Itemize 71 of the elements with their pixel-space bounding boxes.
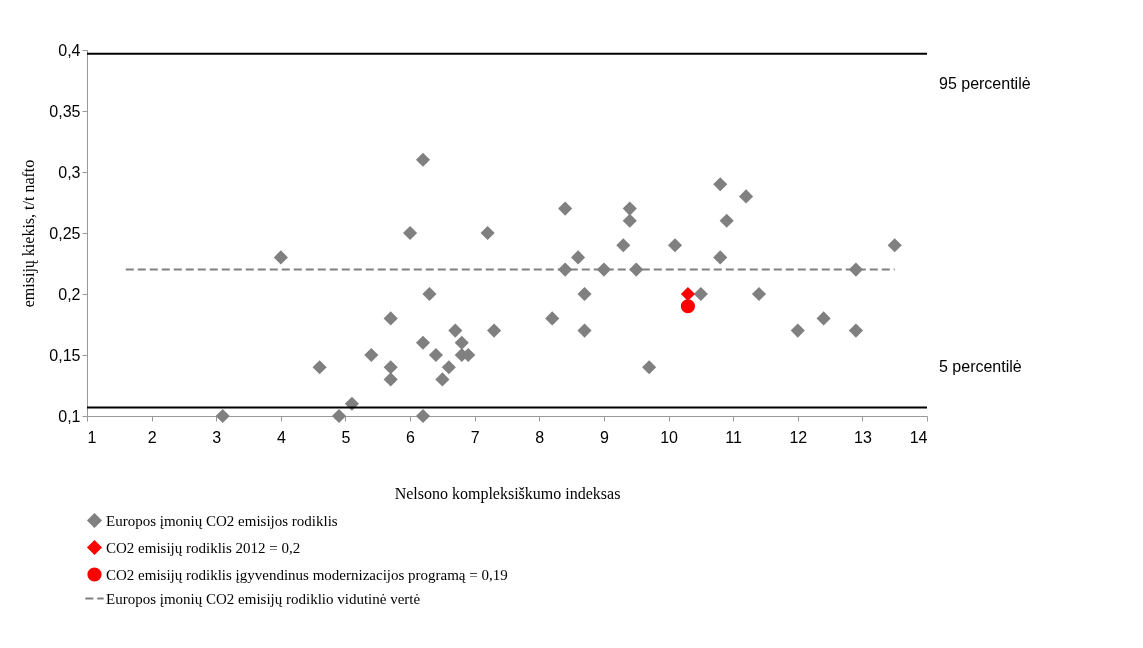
y-tick-label: 0,4 — [58, 41, 81, 59]
x-tick-label: 1 — [87, 428, 97, 446]
point — [383, 360, 398, 375]
point — [571, 250, 586, 265]
y-tick-label: 0,2 — [58, 285, 81, 303]
legend-label: Europos įmonių CO2 emisijos rodiklis — [106, 512, 338, 529]
point — [422, 286, 437, 302]
point — [487, 323, 502, 338]
y-axis-title: emisijų kiekis, t/t nafto — [20, 159, 39, 308]
point — [454, 335, 469, 350]
ref-line-label: 95 percentilė — [939, 74, 1031, 92]
point — [887, 238, 902, 253]
point — [642, 360, 657, 375]
point — [364, 347, 379, 363]
y-tick-label: 0,35 — [49, 102, 81, 120]
point — [415, 152, 431, 167]
x-tick-label: 11 — [725, 428, 743, 446]
point — [616, 238, 631, 253]
legend-label: CO2 emisijų rodiklis 2012 = 0,2 — [106, 539, 301, 556]
point — [403, 225, 418, 241]
x-tick-label: 9 — [599, 428, 609, 446]
point — [713, 177, 728, 192]
point — [448, 323, 463, 338]
point — [383, 311, 398, 326]
point — [273, 250, 288, 265]
legend-label: CO2 emisijų rodiklis įgyvendinus modernizacijos programą = 0,19 — [106, 566, 508, 583]
x-tick-label: 13 — [853, 428, 872, 446]
point — [719, 213, 734, 228]
x-axis-title: Nelsono kompleksiškumo indeksas — [394, 484, 621, 503]
point — [480, 225, 495, 241]
point — [667, 238, 683, 253]
x-tick-label: 10 — [660, 428, 679, 446]
x-tick-label: 3 — [212, 428, 222, 446]
x-tick-label: 8 — [535, 428, 545, 446]
y-tick-label: 0,1 — [58, 407, 81, 425]
x-tick-label: 6 — [406, 428, 416, 446]
point — [435, 372, 450, 387]
x-tick-label: 4 — [276, 428, 286, 446]
legend-label: Europos įmonių CO2 emisijų rodiklio vidutinė vertė — [106, 590, 421, 607]
point — [622, 213, 637, 228]
point — [441, 360, 456, 375]
point — [693, 286, 708, 302]
point — [751, 286, 767, 302]
y-tick-label: 0,15 — [49, 346, 81, 364]
y-tick-label: 0,25 — [49, 224, 81, 242]
point — [312, 360, 327, 375]
point — [739, 189, 754, 204]
x-tick-label: 12 — [789, 428, 808, 446]
point — [577, 286, 592, 302]
point — [680, 299, 695, 314]
x-tick-label: 7 — [470, 428, 480, 446]
point — [545, 311, 560, 326]
point — [790, 323, 805, 338]
x-tick-label: 14 — [909, 428, 928, 446]
point — [848, 323, 863, 338]
point — [428, 347, 443, 363]
point — [215, 408, 230, 424]
x-tick-label: 5 — [341, 428, 351, 446]
point — [577, 323, 592, 338]
point — [816, 311, 831, 326]
point — [713, 250, 728, 265]
point — [415, 335, 431, 350]
point — [415, 408, 431, 424]
point — [383, 372, 398, 387]
y-tick-label: 0,3 — [58, 163, 81, 181]
point — [331, 408, 347, 424]
point — [558, 201, 573, 216]
point — [622, 201, 637, 216]
ref-line-label: 5 percentilė — [939, 358, 1022, 376]
x-tick-label: 2 — [147, 428, 157, 446]
point — [680, 286, 695, 302]
